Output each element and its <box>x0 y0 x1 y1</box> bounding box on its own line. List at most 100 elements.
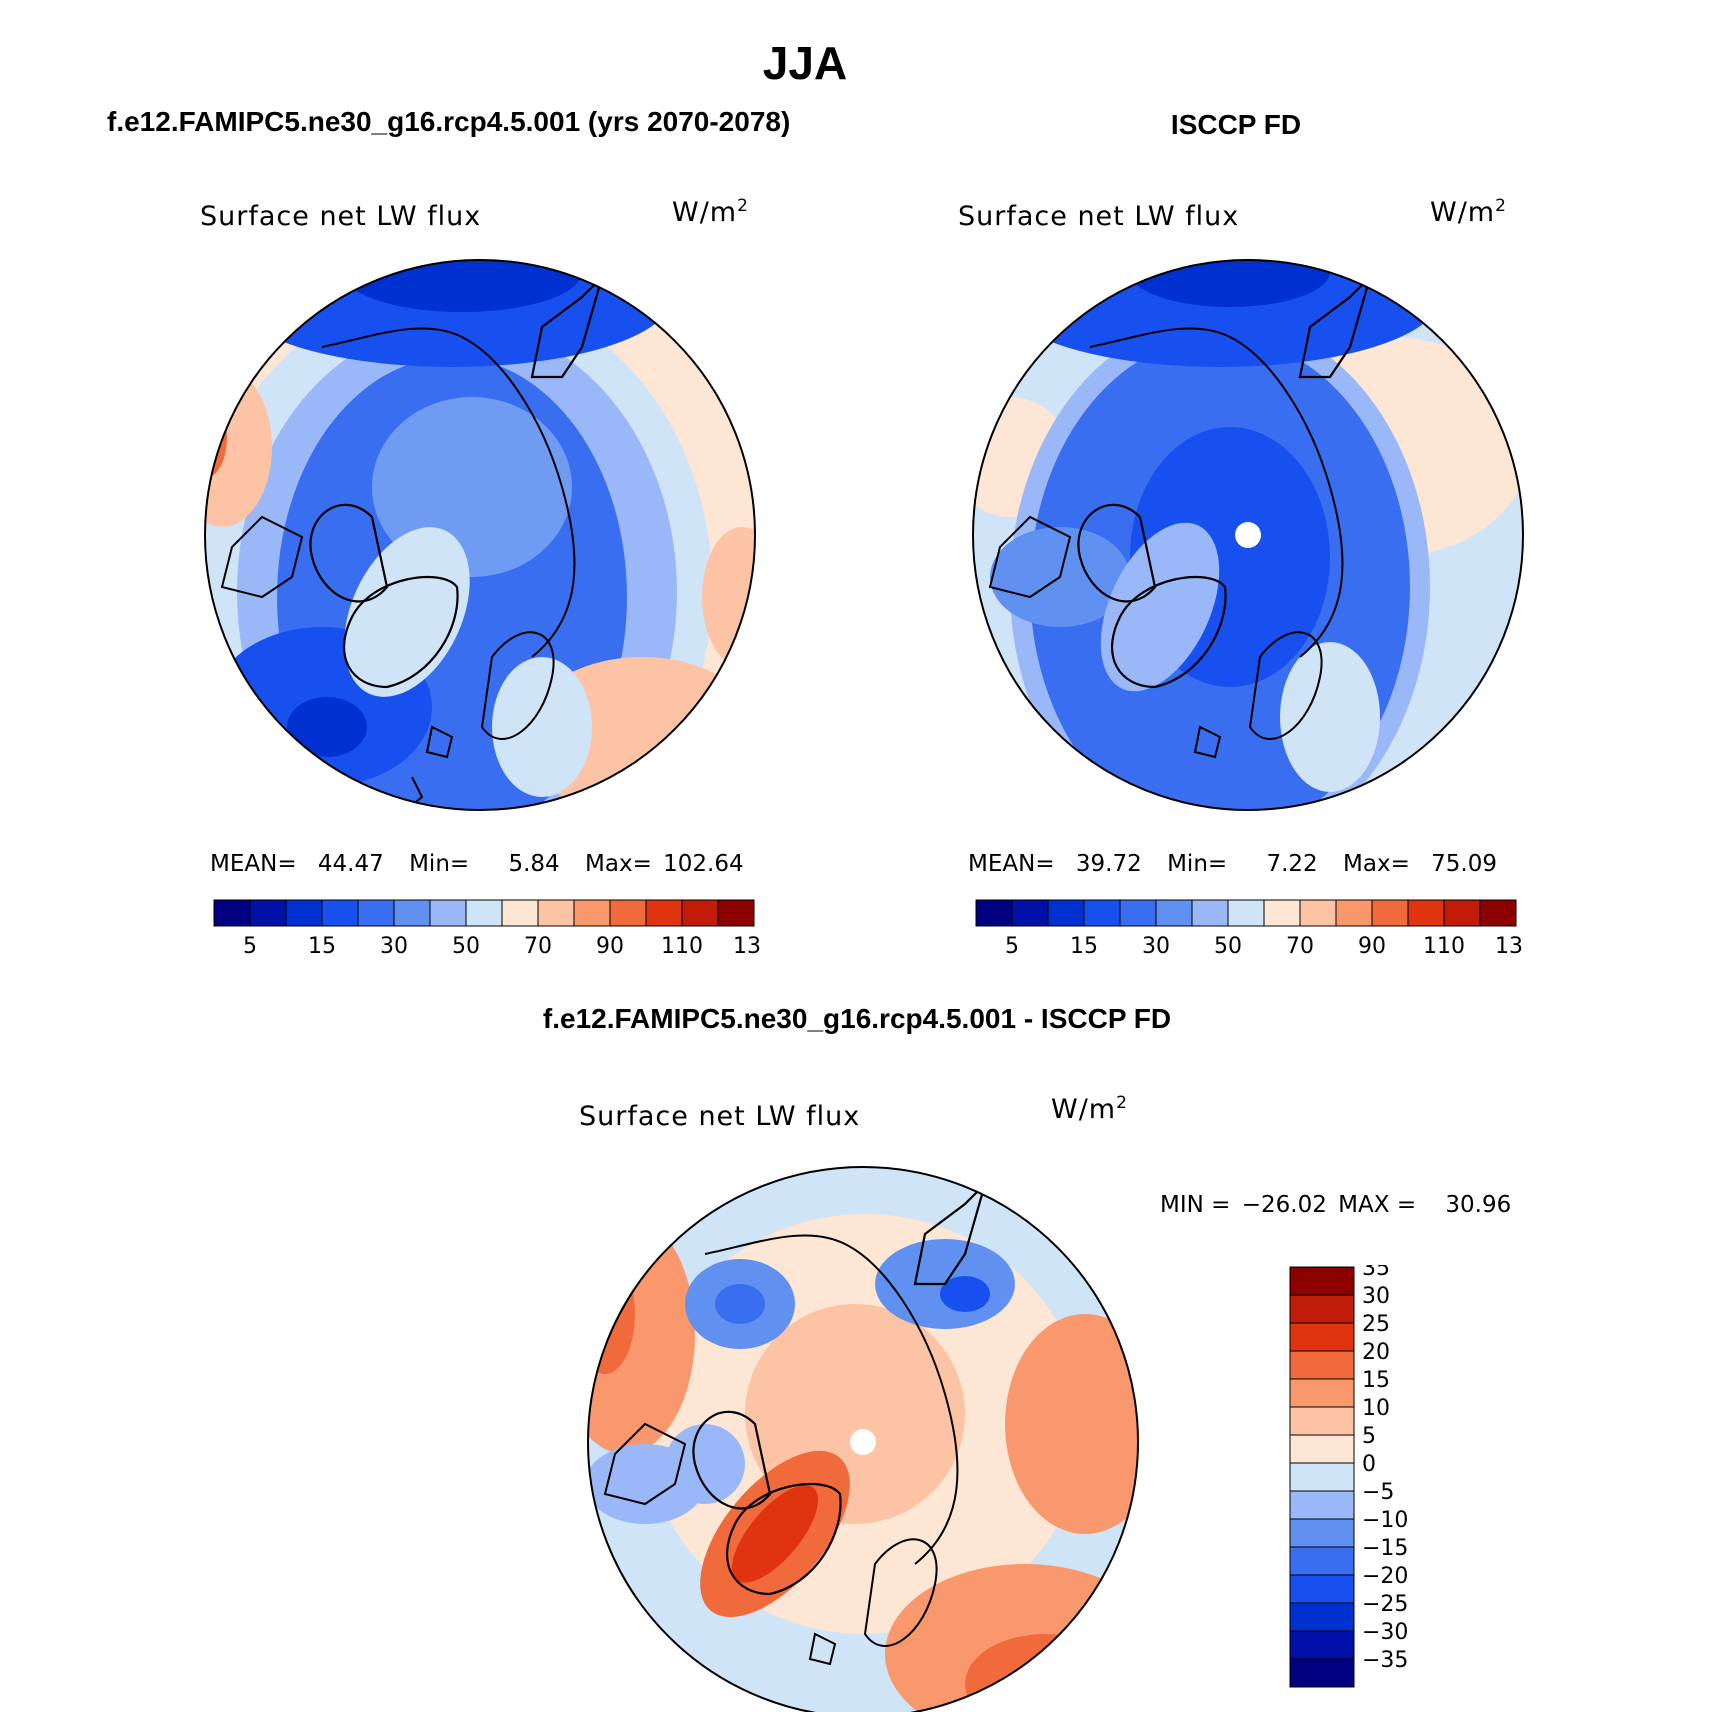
colorbar-tick-label: 110 <box>661 934 703 959</box>
colorbar-box <box>1335 899 1373 927</box>
colorbar-tick-label: 0 <box>1362 1452 1376 1477</box>
units-label-obs: W/m2 <box>1430 196 1507 228</box>
colorbar-tick-label: 5 <box>243 934 257 959</box>
colorbar-box <box>573 899 611 927</box>
colorbar-box <box>465 899 503 927</box>
colorbar-tick-label: −5 <box>1362 1480 1394 1505</box>
colorbar-tick-label: 130 <box>1495 934 1522 959</box>
colorbar-box <box>1191 899 1229 927</box>
stats-line-diff: MIN = −26.02 MAX = 30.96 <box>1160 1192 1511 1218</box>
colorbar-tick-label: 130 <box>733 934 760 959</box>
colorbar-box <box>1289 1350 1355 1380</box>
colorbar-box <box>1289 1658 1355 1688</box>
colorbar-box <box>1443 899 1481 927</box>
colorbar-box <box>1289 1462 1355 1492</box>
stat-min-label: MIN = <box>1160 1192 1231 1218</box>
polar-map-model <box>204 259 756 811</box>
colorbar-tick-label: 30 <box>1142 934 1170 959</box>
stat-mean-value: 44.47 <box>317 851 384 877</box>
colorbar-tick-label: −15 <box>1362 1536 1408 1561</box>
colorbar-tick-label: 70 <box>1286 934 1314 959</box>
colorbar-tick-label: 50 <box>452 934 480 959</box>
variable-label-diff: Surface net LW flux <box>579 1101 861 1132</box>
colorbar-obs: 5 15 30 50 70 90 110 130 <box>975 899 1522 959</box>
colorbar-tick-label: 90 <box>1358 934 1386 959</box>
colorbar-tick-label: 20 <box>1362 1340 1390 1365</box>
colorbar-box <box>1371 899 1409 927</box>
colorbar-box <box>1289 1406 1355 1436</box>
colorbar-tick-label: 110 <box>1423 934 1465 959</box>
colorbar-tick-label: 90 <box>596 934 624 959</box>
colorbar-tick-label: 25 <box>1362 1312 1390 1337</box>
colorbar-box <box>1289 1518 1355 1548</box>
colorbar-box <box>501 899 539 927</box>
stat-min-label: Min= <box>1167 851 1228 877</box>
colorbar-tick-label: 5 <box>1362 1424 1376 1449</box>
stat-max-label: Max= <box>1343 851 1410 877</box>
colorbar-box <box>1289 1602 1355 1632</box>
colorbar-tick-label: 15 <box>1362 1368 1390 1393</box>
colorbar-box <box>1289 1378 1355 1408</box>
colorbar-box <box>285 899 323 927</box>
colorbar-box <box>1289 1630 1355 1660</box>
stat-max-value: 30.96 <box>1445 1192 1512 1218</box>
colorbar-box <box>1299 899 1337 927</box>
variable-label-model: Surface net LW flux <box>200 201 482 232</box>
page-title: JJA <box>762 37 848 89</box>
stat-min-value: −26.02 <box>1241 1192 1327 1218</box>
colorbar-box <box>1047 899 1085 927</box>
stat-max-label: Max= <box>585 851 652 877</box>
colorbar-model: 5 15 30 50 70 90 110 130 <box>213 899 760 959</box>
polar-map-obs <box>972 259 1524 811</box>
colorbar-box <box>1227 899 1265 927</box>
colorbar-box <box>1119 899 1157 927</box>
stat-mean-label: MEAN= <box>210 851 297 877</box>
colorbar-tick-label: −30 <box>1362 1620 1408 1645</box>
colorbar-tick-label: 70 <box>524 934 552 959</box>
stat-mean-label: MEAN= <box>968 851 1055 877</box>
pole-hole <box>850 1429 876 1455</box>
units-label-diff: W/m2 <box>1051 1093 1128 1125</box>
colorbar-box <box>537 899 575 927</box>
colorbar-box <box>1289 1322 1355 1352</box>
colorbar-box <box>645 899 683 927</box>
colorbar-box <box>393 899 431 927</box>
colorbar-tick-label: −10 <box>1362 1508 1408 1533</box>
stat-max-label: MAX = <box>1338 1192 1417 1218</box>
colorbar-box <box>1289 1294 1355 1324</box>
colorbar-tick-label: 15 <box>308 934 336 959</box>
colorbar-box <box>429 899 467 927</box>
colorbar-tick-label: 50 <box>1214 934 1242 959</box>
units-label-model: W/m2 <box>672 196 749 228</box>
colorbar-box <box>1011 899 1049 927</box>
colorbar-box <box>975 899 1013 927</box>
colorbar-box <box>1407 899 1445 927</box>
colorbar-box <box>1289 1434 1355 1464</box>
colorbar-tick-label: 10 <box>1362 1396 1390 1421</box>
colorbar-tick-label: 30 <box>380 934 408 959</box>
colorbar-box <box>357 899 395 927</box>
stat-max-value: 102.64 <box>663 851 744 877</box>
pole-hole <box>1235 522 1261 548</box>
colorbar-box <box>609 899 647 927</box>
panel-heading-obs: ISCCP FD <box>1170 109 1302 140</box>
colorbar-tick-label: 15 <box>1070 934 1098 959</box>
stat-mean-value: 39.72 <box>1075 851 1142 877</box>
colorbar-box <box>321 899 359 927</box>
stat-min-value: 7.22 <box>1266 851 1318 877</box>
stats-line-obs: MEAN= 39.72 Min= 7.22 Max= 75.09 <box>968 851 1497 877</box>
colorbar-tick-label: −25 <box>1362 1592 1408 1617</box>
colorbar-tick-label: 5 <box>1005 934 1019 959</box>
colorbar-box <box>249 899 287 927</box>
colorbar-box <box>1263 899 1301 927</box>
stat-max-value: 75.09 <box>1431 851 1498 877</box>
colorbar-tick-label: −35 <box>1362 1648 1408 1673</box>
colorbar-box <box>1155 899 1193 927</box>
colorbar-tick-label: 35 <box>1362 1265 1390 1281</box>
colorbar-box <box>1083 899 1121 927</box>
colorbar-box <box>1289 1490 1355 1520</box>
colorbar-tick-label: −20 <box>1362 1564 1408 1589</box>
colorbar-tick-label: 30 <box>1362 1284 1390 1309</box>
panel-heading-model: f.e12.FAMIPC5.ne30_g16.rcp4.5.001 (yrs 2… <box>107 106 791 137</box>
